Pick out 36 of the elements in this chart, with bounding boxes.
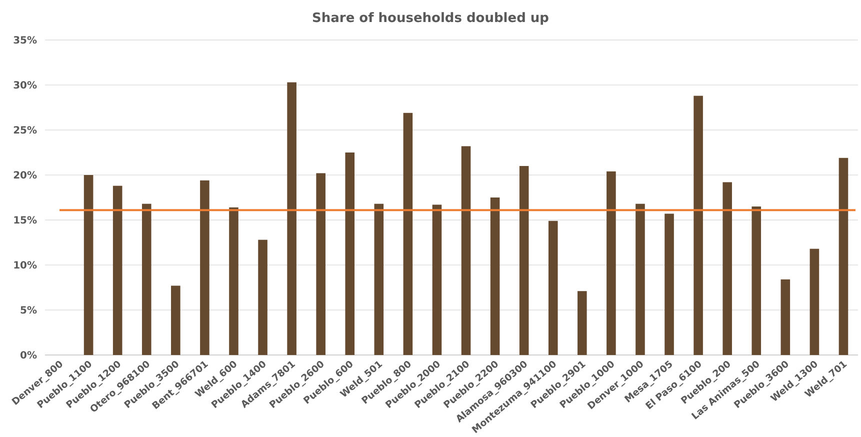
bar	[112, 186, 122, 355]
bar	[548, 220, 558, 355]
bar	[578, 291, 587, 355]
bar	[200, 180, 210, 355]
y-tick-label: 0%	[20, 350, 37, 362]
bar	[316, 173, 326, 355]
bar	[403, 112, 413, 355]
bar	[636, 204, 645, 355]
bar	[142, 204, 152, 355]
y-tick-label: 10%	[13, 260, 37, 272]
bar	[84, 175, 94, 355]
y-tick-label: 15%	[13, 216, 37, 226]
bar	[606, 171, 616, 355]
y-tick-label: 25%	[13, 126, 37, 136]
bar	[810, 248, 820, 355]
bar	[171, 286, 180, 355]
bar	[780, 279, 790, 355]
chart-title: Share of households doubled up	[312, 11, 549, 26]
bar	[345, 152, 355, 355]
bar	[664, 214, 674, 355]
bar	[694, 96, 703, 355]
y-tick-label: 35%	[13, 36, 37, 46]
bar	[258, 240, 268, 355]
bar	[722, 182, 732, 355]
y-tick-label: 20%	[13, 170, 37, 182]
bar	[432, 204, 442, 355]
y-tick-label: 5%	[20, 306, 37, 316]
bar	[287, 82, 296, 355]
bar	[374, 204, 384, 355]
bar	[490, 198, 500, 355]
bar	[519, 166, 529, 355]
bar	[229, 207, 238, 355]
bar	[461, 146, 471, 355]
bar	[838, 158, 848, 355]
bar	[752, 206, 762, 355]
y-tick-label: 30%	[13, 80, 37, 92]
